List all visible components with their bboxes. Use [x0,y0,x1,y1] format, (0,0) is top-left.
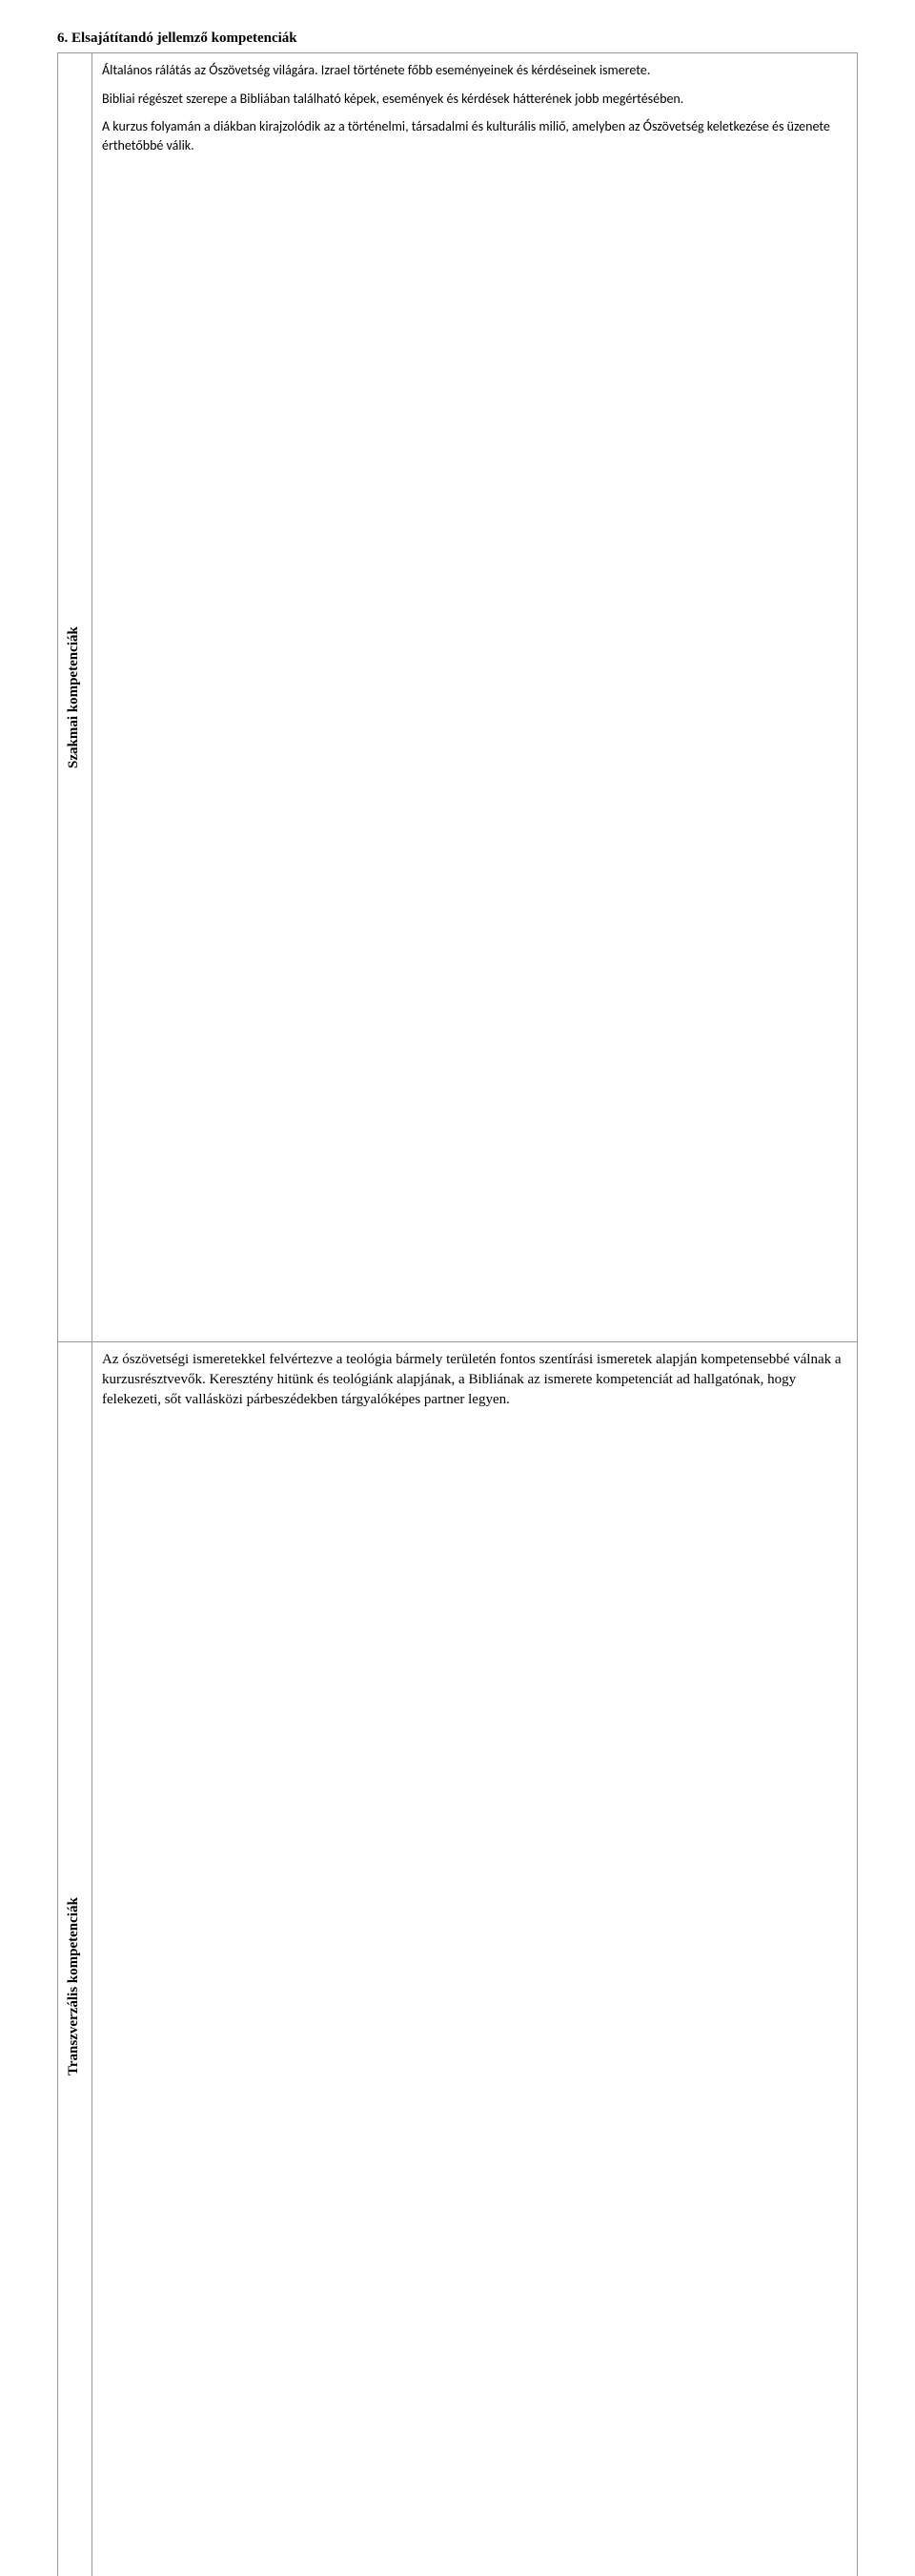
sec6-row2-label: Transzverzális kompetenciák [58,1342,90,2576]
sec6-row1-label: Szakmai kompetenciák [58,53,90,1341]
sec6-title: 6. Elsajátítandó jellemző kompetenciák [57,29,858,49]
sec6-row2-labelcell: Transzverzális kompetenciák [58,1342,92,2576]
sec6-row1-labelcell: Szakmai kompetenciák [58,53,92,1342]
sec6-row1-p3: A kurzus folyamán a diákban kirajzolódik… [102,117,847,154]
sec6-row1-content: Általános rálátás az Ószövetség világára… [92,53,858,1342]
sec6-table: Szakmai kompetenciák Általános rálátás a… [57,52,858,2576]
sec6-row1-p2: Bibliai régészet szerepe a Bibliában tal… [102,90,847,109]
sec6-row2-content: Az ószövetségi ismeretekkel felvértezve … [92,1342,858,2576]
sec6-row1-p1: Általános rálátás az Ószövetség világára… [102,61,847,80]
sec6-row2-p1: Az ószövetségi ismeretekkel felvértezve … [102,1350,847,1410]
